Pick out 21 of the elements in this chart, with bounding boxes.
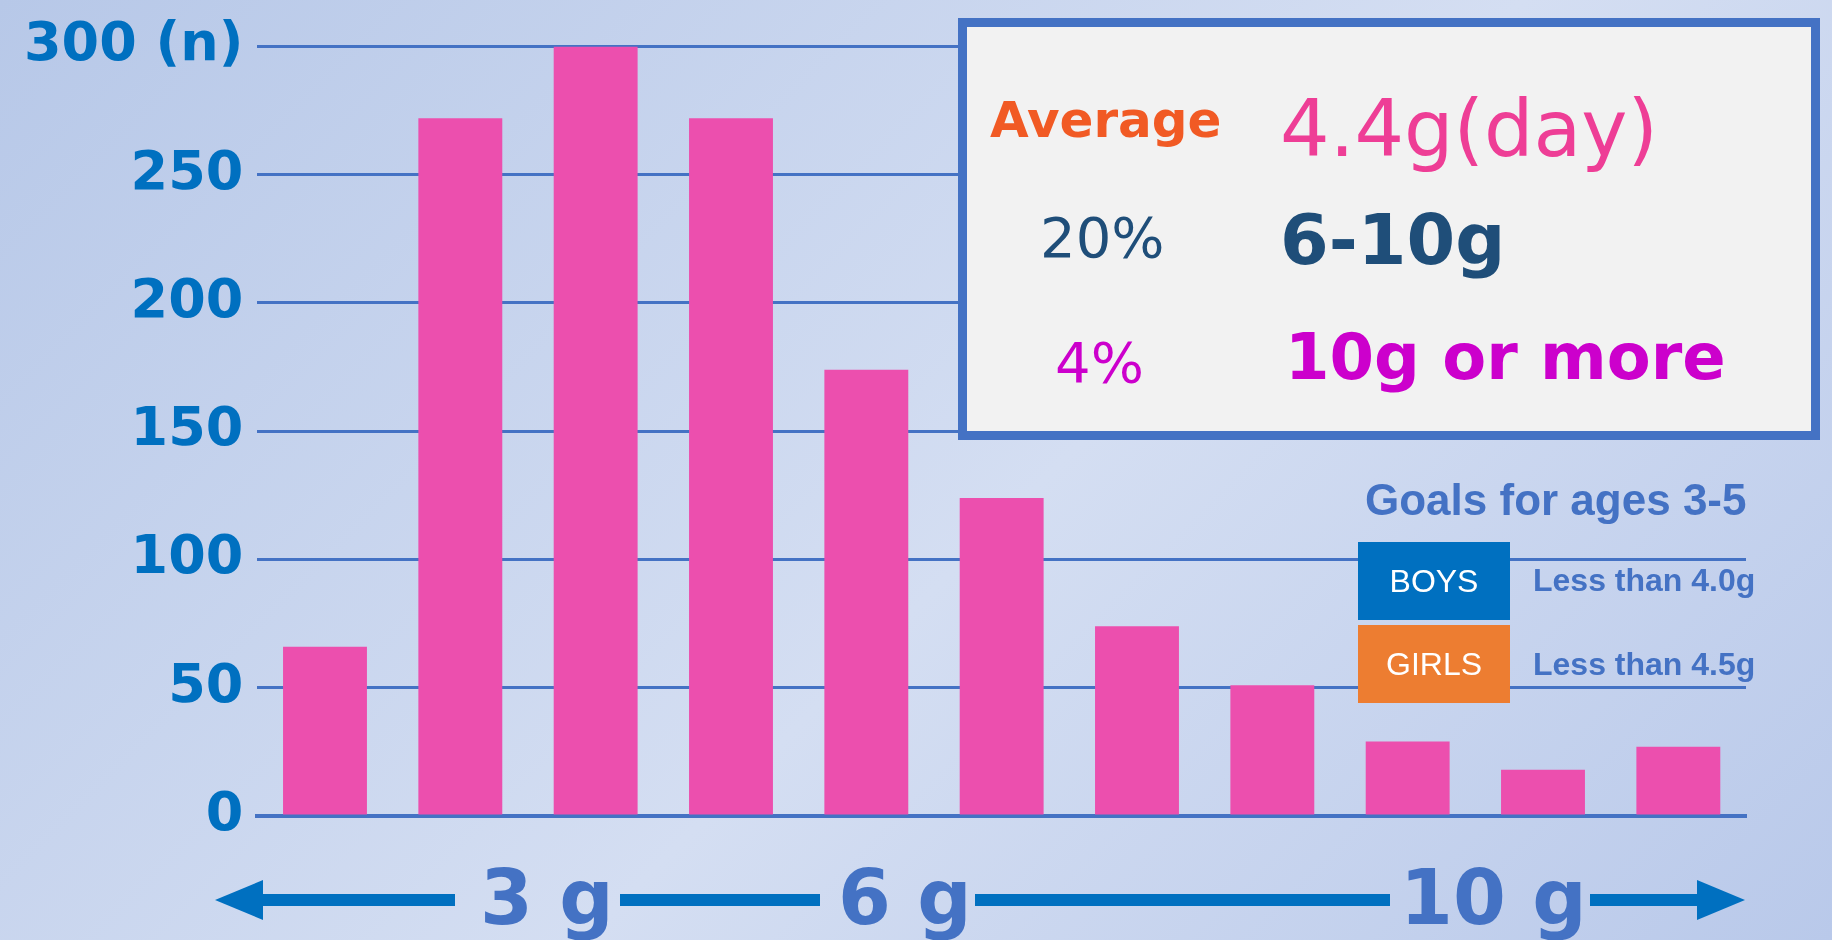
y-tick-label: 50 <box>168 651 244 715</box>
y-tick-label: 100 <box>130 523 244 587</box>
y-tick-label: 0 <box>205 780 244 844</box>
annotation: 10g or more <box>1285 320 1726 394</box>
annotation: Less than 4.0g <box>1533 562 1756 598</box>
annotation: Average <box>990 91 1222 149</box>
annotation: 4.4g(day) <box>1280 84 1658 174</box>
y-tick-label: 200 <box>130 266 244 330</box>
y-tick-label: 150 <box>130 395 244 459</box>
annotation: Goals for ages 3-5 <box>1365 475 1747 524</box>
annotation: 4% <box>1055 330 1144 395</box>
text: 3 g <box>480 853 614 940</box>
annotation: 6-10g <box>1280 199 1506 281</box>
y-tick-label: 250 <box>130 138 244 202</box>
y-tick-label: 300 (n) <box>23 10 244 74</box>
annotation: 20% <box>1040 205 1165 270</box>
annotation: Less than 4.5g <box>1533 646 1756 682</box>
text: 6 g <box>838 853 972 940</box>
annotation: GIRLS <box>1358 625 1510 703</box>
text: 10 g <box>1400 853 1587 940</box>
annotation: BOYS <box>1358 542 1510 620</box>
